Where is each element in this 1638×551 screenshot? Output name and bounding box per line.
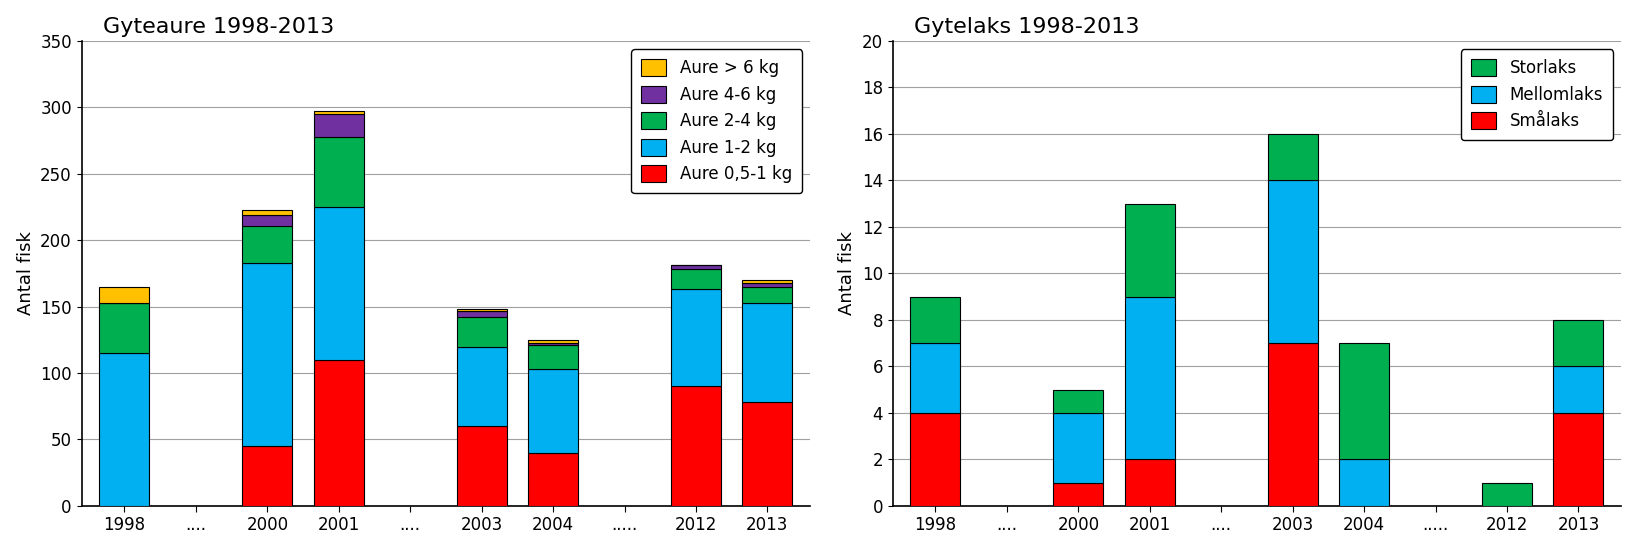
Bar [527,340,578,343]
Bar [1340,460,1389,506]
Bar [1268,343,1317,506]
Bar [457,309,506,311]
Bar [314,111,364,114]
Bar [672,386,721,506]
Bar [1053,413,1104,483]
Bar [457,347,506,426]
Bar [672,266,721,269]
Bar [911,343,960,413]
Bar [1553,366,1604,413]
Bar [742,402,793,506]
Bar [314,207,364,360]
Bar [742,283,793,287]
Legend: Storlaks, Mellomlaks, Smålaks: Storlaks, Mellomlaks, Smålaks [1461,50,1613,141]
Bar [457,426,506,506]
Bar [911,413,960,506]
Bar [742,280,793,283]
Bar [242,215,292,226]
Text: Gyteaure 1998-2013: Gyteaure 1998-2013 [103,17,334,37]
Bar [672,269,721,289]
Bar [100,353,149,506]
Bar [672,289,721,386]
Bar [242,210,292,215]
Bar [100,287,149,302]
Bar [100,302,149,353]
Bar [314,114,364,137]
Bar [242,226,292,263]
Legend: Aure > 6 kg, Aure 4-6 kg, Aure 2-4 kg, Aure 1-2 kg, Aure 0,5-1 kg: Aure > 6 kg, Aure 4-6 kg, Aure 2-4 kg, A… [631,50,803,193]
Bar [1053,483,1104,506]
Bar [242,263,292,446]
Bar [1340,343,1389,460]
Bar [527,369,578,453]
Bar [1125,460,1174,506]
Y-axis label: Antal fisk: Antal fisk [16,231,34,315]
Bar [527,453,578,506]
Text: Gytelaks 1998-2013: Gytelaks 1998-2013 [914,17,1140,37]
Bar [457,311,506,317]
Bar [527,345,578,369]
Bar [527,343,578,345]
Bar [742,287,793,302]
Bar [1553,320,1604,366]
Bar [242,446,292,506]
Bar [911,296,960,343]
Bar [742,302,793,402]
Bar [1268,181,1317,343]
Bar [1125,296,1174,460]
Bar [314,137,364,207]
Y-axis label: Antal fisk: Antal fisk [839,231,857,315]
Bar [1125,204,1174,296]
Bar [314,360,364,506]
Bar [1053,390,1104,413]
Bar [457,317,506,347]
Bar [1482,483,1532,506]
Bar [1268,134,1317,181]
Bar [1553,413,1604,506]
